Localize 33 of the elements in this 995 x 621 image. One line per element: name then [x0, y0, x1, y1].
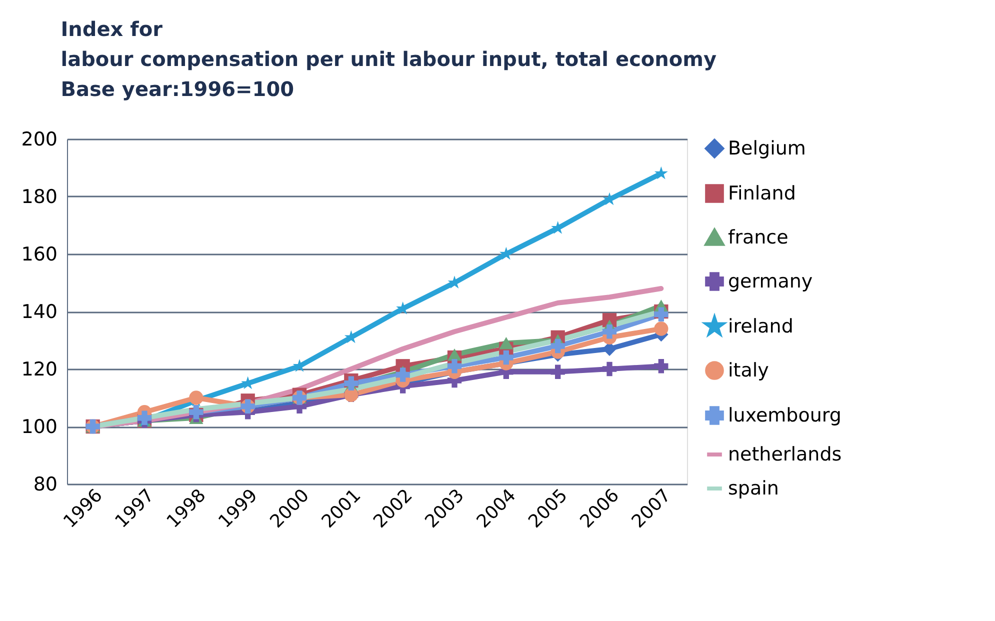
y-tick-label: 120 [21, 358, 58, 380]
y-tick-label: 160 [21, 244, 58, 266]
legend-label: Belgium [728, 138, 806, 160]
point [499, 337, 514, 350]
legend-label: ireland [728, 316, 794, 338]
y-tick-label: 140 [21, 301, 58, 323]
point [654, 322, 668, 336]
point [550, 364, 565, 379]
y-tick-label: 200 [21, 128, 58, 150]
text: labour compensation per unit labour input, total economy [60, 47, 717, 71]
legend-label: luxembourg [728, 404, 842, 426]
text: Base year:1996=100 [60, 77, 294, 101]
legend-label: spain [728, 478, 779, 500]
point [654, 307, 668, 322]
legend-label: netherlands [728, 444, 842, 466]
legend-label: france [728, 226, 788, 248]
point [602, 362, 617, 376]
legend-label: italy [728, 360, 769, 382]
y-tick-label: 80 [33, 474, 58, 496]
point [447, 359, 462, 374]
legend-label: Finland [728, 182, 796, 204]
legend-label: germany [728, 270, 813, 292]
point [189, 405, 204, 420]
y-tick-label: 100 [21, 416, 58, 438]
point [499, 350, 514, 365]
point [602, 324, 617, 339]
point [344, 376, 358, 390]
point [189, 390, 204, 405]
point [396, 368, 410, 382]
point [654, 166, 668, 180]
point [654, 359, 668, 374]
text: Index for [60, 17, 162, 41]
y-tick-label: 180 [21, 186, 58, 208]
